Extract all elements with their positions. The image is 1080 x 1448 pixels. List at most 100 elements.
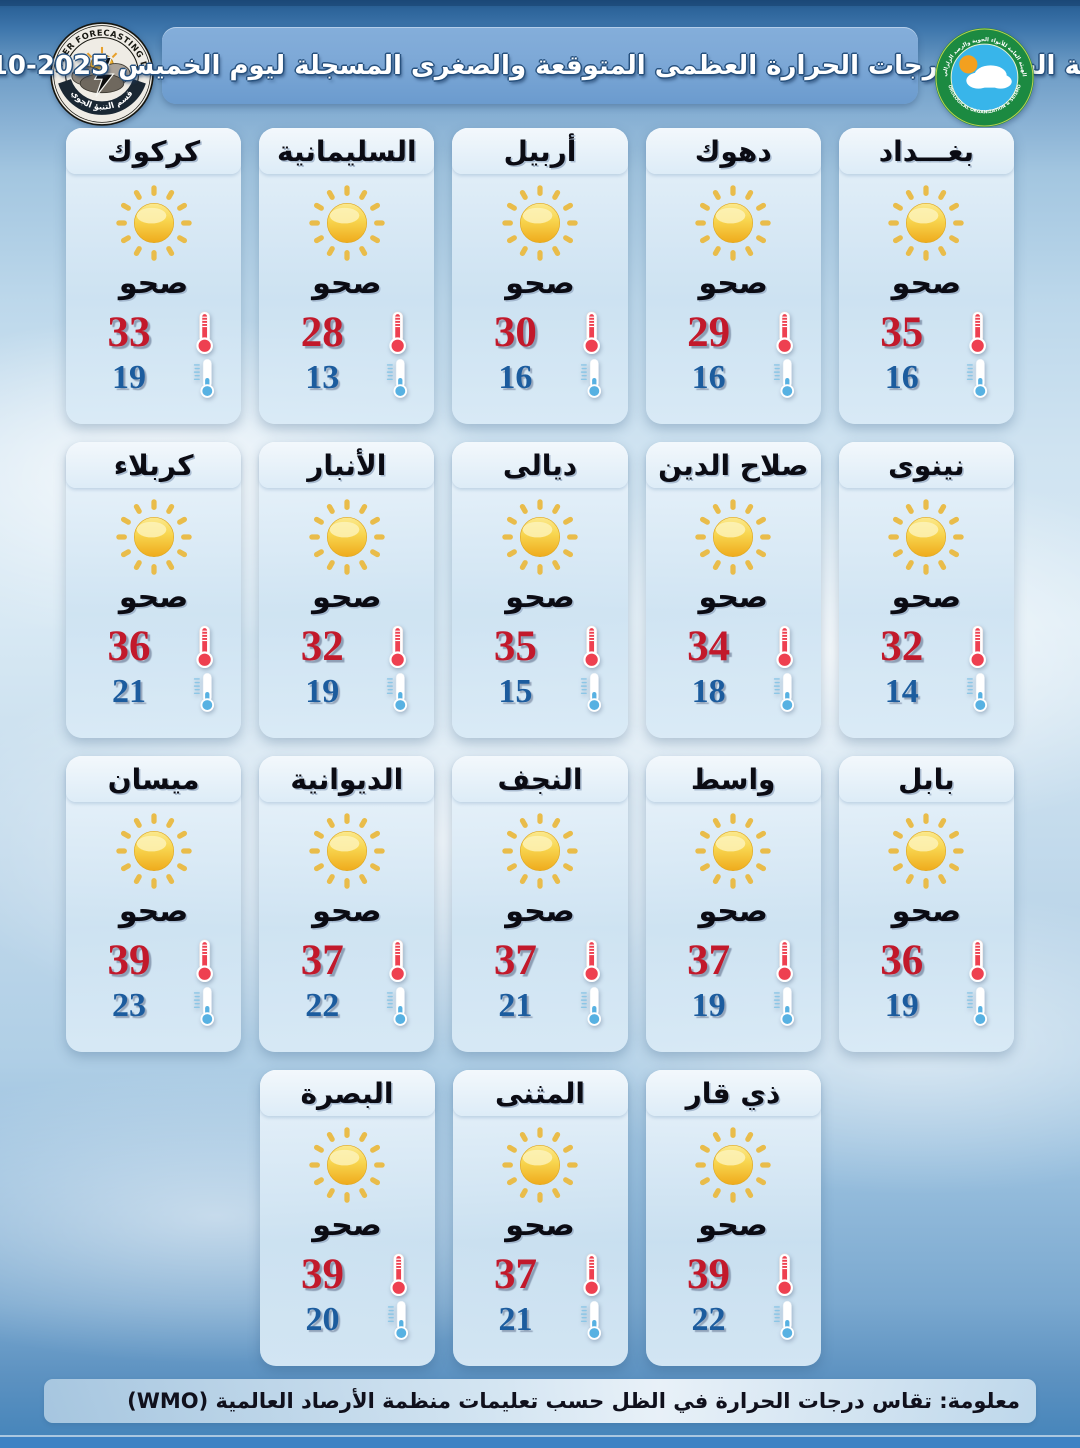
sun-icon — [692, 1124, 774, 1206]
weather-condition-label: صحو — [698, 894, 768, 929]
min-temp-row: 13 — [259, 357, 434, 399]
city-card: ذي قار — [645, 1070, 821, 1366]
city-card: البصرة — [259, 1070, 435, 1366]
thermometer-blue-icon — [952, 985, 1004, 1027]
thermometer-red-icon — [759, 310, 811, 354]
city-card-header: الأنبار — [259, 442, 435, 488]
sun-icon — [499, 810, 581, 892]
max-temp-value: 33 — [107, 308, 151, 356]
max-temp-row: 39 — [66, 938, 241, 982]
city-card-header: النجف — [452, 756, 628, 802]
max-temp-row: 39 — [646, 1252, 821, 1296]
min-temp-row: 14 — [839, 671, 1014, 713]
top-sky-band — [0, 0, 1080, 6]
city-card: كركوك — [66, 128, 242, 424]
min-temp-row: 16 — [839, 357, 1014, 399]
min-temp-row: 15 — [452, 671, 627, 713]
min-temp-row: 20 — [260, 1299, 435, 1341]
max-temp-value: 34 — [687, 622, 731, 670]
max-temp-value: 28 — [300, 308, 344, 356]
city-name: واسط — [690, 762, 776, 796]
city-name: ذي قار — [685, 1076, 781, 1110]
min-temp-value: 20 — [305, 1301, 340, 1338]
thermometer-red-icon — [759, 938, 811, 982]
min-temp-row: 19 — [259, 671, 434, 713]
city-card: الديوانية — [259, 756, 435, 1052]
thermometer-blue-icon — [373, 1299, 425, 1341]
min-temp-row: 23 — [66, 985, 241, 1027]
city-name: ميسان — [107, 762, 200, 796]
city-card-header: نينوى — [838, 442, 1014, 488]
thermometer-red-icon — [952, 938, 1004, 982]
city-card: ديالى — [452, 442, 628, 738]
thermometer-red-icon — [566, 624, 618, 668]
thermometer-red-icon — [566, 310, 618, 354]
max-temp-row: 30 — [452, 310, 627, 354]
weather-condition-label: صحو — [118, 894, 189, 929]
weather-condition-label: صحو — [505, 1208, 575, 1243]
max-temp-value: 39 — [687, 1250, 730, 1298]
city-card-header: أربيل — [452, 128, 628, 174]
max-temp-row: 33 — [66, 310, 241, 354]
max-temp-row: 29 — [646, 310, 821, 354]
min-temp-value: 19 — [691, 987, 726, 1024]
thermometer-red-icon — [952, 624, 1004, 668]
city-card-header: بغـــداد — [838, 128, 1014, 174]
min-temp-value: 16 — [691, 359, 726, 396]
city-name: صلاح الدين — [658, 448, 809, 482]
city-card-header: ميسان — [66, 756, 242, 802]
max-temp-row: 32 — [259, 624, 434, 668]
logo-sun — [959, 55, 978, 74]
sun-icon — [885, 496, 967, 578]
weather-condition-label: صحو — [505, 580, 575, 615]
sun-icon — [113, 182, 195, 264]
city-card: دهوك — [645, 128, 821, 424]
city-card-header: الديوانية — [259, 756, 435, 802]
min-temp-row: 21 — [453, 1299, 628, 1341]
min-temp-value: 23 — [112, 987, 146, 1024]
max-temp-value: 36 — [880, 936, 924, 984]
max-temp-row: 39 — [260, 1252, 435, 1296]
min-temp-row: 16 — [646, 357, 821, 399]
weather-condition-label: صحو — [118, 580, 189, 615]
logo-cloud — [966, 65, 1012, 89]
thermometer-blue-icon — [759, 1299, 811, 1341]
sun-icon — [113, 810, 195, 892]
sun-icon — [692, 182, 774, 264]
thermometer-blue-icon — [759, 671, 811, 713]
sun-icon — [306, 496, 388, 578]
city-card: المثنى — [452, 1070, 628, 1366]
min-temp-value: 22 — [305, 987, 340, 1024]
max-temp-value: 30 — [493, 308, 537, 356]
max-temp-value: 37 — [300, 936, 344, 984]
min-temp-value: 18 — [691, 673, 726, 710]
city-card-header: كربلاء — [66, 442, 242, 488]
sun-icon — [113, 496, 195, 578]
weather-condition-label: صحو — [698, 1208, 768, 1243]
cities-grid: كركوك — [66, 128, 1014, 1052]
sun-icon — [306, 1124, 388, 1206]
city-name: بابل — [898, 762, 955, 796]
weather-condition-label: صحو — [312, 894, 382, 929]
min-temp-row: 18 — [646, 671, 821, 713]
city-name: السليمانية — [276, 134, 417, 168]
max-temp-value: 37 — [687, 936, 731, 984]
city-name: ديالى — [502, 448, 578, 482]
max-temp-value: 39 — [301, 1250, 344, 1298]
max-temp-row: 36 — [66, 624, 241, 668]
city-card: الأنبار — [259, 442, 435, 738]
max-temp-row: 28 — [259, 310, 434, 354]
lightning-bolt — [93, 56, 115, 98]
thermometer-red-icon — [372, 624, 424, 668]
sun-icon — [499, 1124, 581, 1206]
sun-icon — [692, 496, 774, 578]
sun-icon — [499, 496, 581, 578]
min-temp-value: 19 — [112, 359, 146, 396]
min-temp-row: 19 — [839, 985, 1014, 1027]
max-temp-value: 37 — [493, 936, 537, 984]
city-card: كربلاء — [66, 442, 242, 738]
city-card-header: ديالى — [452, 442, 628, 488]
city-card: نينوى — [838, 442, 1014, 738]
thermometer-red-icon — [372, 938, 424, 982]
city-name: بغـــداد — [878, 134, 974, 168]
